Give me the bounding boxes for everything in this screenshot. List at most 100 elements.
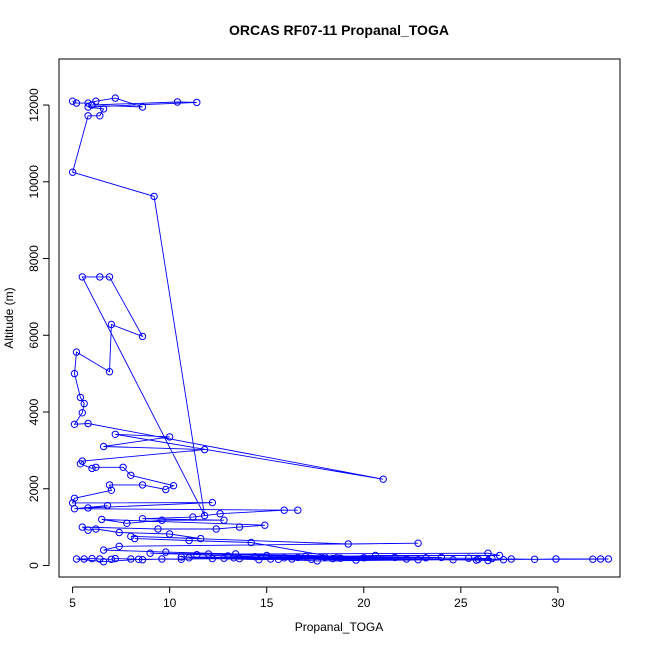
data-point <box>99 105 108 113</box>
data-point <box>596 555 605 563</box>
data-point <box>488 554 496 563</box>
data-point <box>127 471 135 479</box>
data-point <box>92 463 100 471</box>
data-point <box>84 419 92 428</box>
data-point <box>72 348 81 356</box>
data-point <box>604 555 613 563</box>
data-point <box>96 112 104 120</box>
data-point <box>127 532 135 540</box>
data-point <box>134 555 143 563</box>
data-point <box>552 555 560 563</box>
data-point <box>96 273 104 281</box>
data-point <box>530 555 539 563</box>
data-point <box>138 103 147 111</box>
data-point <box>76 393 85 402</box>
data-point <box>449 556 457 564</box>
data-point <box>391 553 399 562</box>
data-point <box>204 550 213 558</box>
y-tick-label: 4000 <box>27 398 41 425</box>
data-point <box>294 553 302 562</box>
data-point <box>72 99 81 107</box>
x-tick-label: 15 <box>260 596 274 610</box>
data-point <box>247 538 255 547</box>
data-point <box>251 553 259 561</box>
data-point <box>115 542 123 550</box>
data-point <box>84 504 92 512</box>
data-point <box>105 368 114 376</box>
data-point <box>344 540 352 548</box>
data-point <box>88 554 96 563</box>
data-point <box>99 558 108 566</box>
data-point <box>107 320 116 329</box>
data-point <box>280 554 288 562</box>
data-point <box>158 555 166 563</box>
data-point <box>111 94 120 102</box>
data-point <box>107 555 116 563</box>
data-point <box>88 101 96 109</box>
data-point <box>78 409 87 417</box>
data-point <box>220 554 228 562</box>
data-point <box>99 546 108 554</box>
data-point <box>111 430 120 438</box>
data-point <box>414 556 422 564</box>
data-point <box>84 526 92 534</box>
data-point <box>507 555 515 563</box>
data-point <box>332 554 341 562</box>
data-point <box>352 556 360 564</box>
data-point <box>162 485 170 494</box>
data-point <box>92 97 100 105</box>
data-point <box>336 554 345 562</box>
data-point <box>150 192 158 201</box>
data-point <box>154 525 162 533</box>
data-point <box>360 554 368 562</box>
data-point <box>68 97 77 105</box>
data-point <box>68 168 77 176</box>
data-point <box>329 554 337 563</box>
data-point <box>197 534 205 543</box>
data-point <box>78 523 87 531</box>
data-point <box>98 515 106 524</box>
data-point <box>107 486 116 494</box>
data-point <box>321 553 329 561</box>
data-point <box>76 460 85 468</box>
data-point <box>200 445 209 454</box>
data-point <box>146 549 154 557</box>
data-point <box>193 551 201 559</box>
data-point <box>158 516 166 524</box>
data-point <box>131 534 139 543</box>
data-point <box>495 551 504 560</box>
data-point <box>589 555 597 563</box>
data-point <box>185 554 193 562</box>
data-point <box>84 99 92 107</box>
data-point <box>111 554 120 563</box>
data-point <box>165 530 174 538</box>
data-point <box>200 511 209 520</box>
data-point <box>84 112 92 120</box>
data-point <box>422 554 430 562</box>
data-point <box>212 525 220 533</box>
data-point <box>263 551 271 560</box>
data-point <box>72 555 81 563</box>
y-tick-label: 10000 <box>27 165 41 199</box>
data-point <box>119 463 127 471</box>
data-point <box>472 556 481 564</box>
chart-title: ORCAS RF07-11 Propanal_TOGA <box>229 22 449 38</box>
data-point <box>464 554 473 562</box>
data-point <box>484 549 492 557</box>
data-point <box>103 501 112 510</box>
data-point <box>127 555 135 563</box>
data-point <box>70 369 79 378</box>
data-point <box>84 103 92 111</box>
plot-frame <box>58 58 621 578</box>
data-point <box>138 481 147 489</box>
data-point <box>261 521 269 529</box>
data-point <box>499 556 508 564</box>
y-tick-label: 8000 <box>27 245 41 272</box>
data-point <box>379 475 387 483</box>
y-tick-label: 2000 <box>27 475 41 502</box>
data-point <box>307 555 316 563</box>
data-point <box>177 553 186 561</box>
data-point <box>70 494 79 502</box>
y-tick-label: 6000 <box>27 322 41 349</box>
